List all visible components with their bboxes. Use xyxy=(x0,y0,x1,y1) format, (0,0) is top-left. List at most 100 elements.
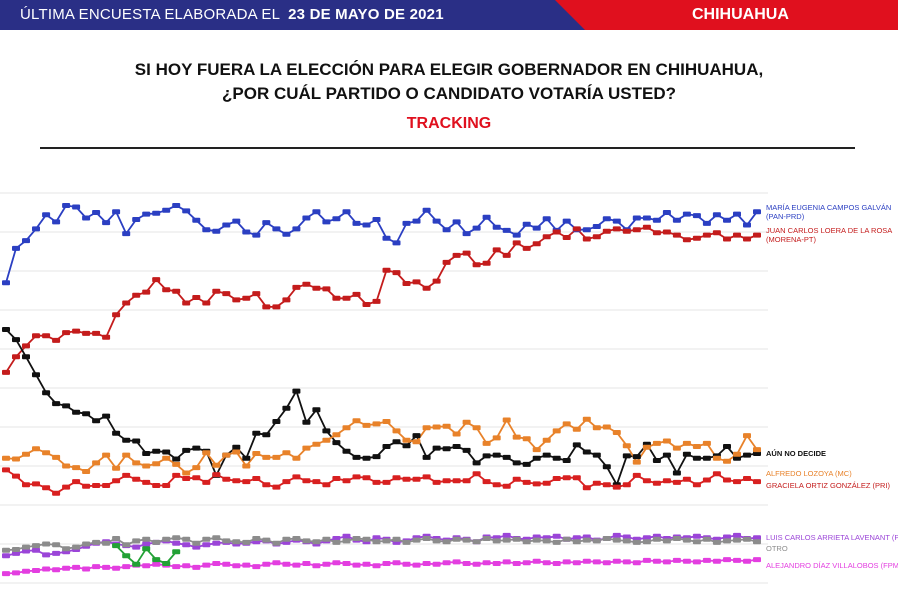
data-point xyxy=(482,260,491,266)
header-bands xyxy=(0,0,898,30)
data-point xyxy=(272,540,281,546)
data-point xyxy=(482,479,491,485)
data-point xyxy=(392,428,401,434)
data-point xyxy=(402,476,411,482)
data-point xyxy=(743,536,751,542)
data-point xyxy=(12,245,20,251)
data-point xyxy=(682,537,691,543)
data-point xyxy=(582,558,591,564)
data-point xyxy=(442,446,451,452)
survey-date: 23 DE MAYO DE 2021 xyxy=(288,6,444,23)
data-point xyxy=(162,449,171,455)
data-point xyxy=(182,470,191,476)
data-point xyxy=(282,479,291,485)
data-point xyxy=(92,564,101,570)
data-point xyxy=(552,539,561,545)
data-point xyxy=(92,483,101,488)
data-point xyxy=(502,454,511,460)
data-point xyxy=(192,465,201,471)
data-point xyxy=(572,442,581,448)
data-point xyxy=(632,560,641,566)
data-point xyxy=(292,474,301,480)
data-point xyxy=(152,483,161,488)
data-point xyxy=(112,543,121,549)
data-point xyxy=(352,474,361,480)
data-point xyxy=(252,564,261,570)
data-point xyxy=(682,440,691,446)
data-point xyxy=(202,562,211,568)
data-point xyxy=(172,564,181,570)
data-point xyxy=(382,235,391,241)
data-point xyxy=(142,479,151,485)
data-point xyxy=(682,558,691,564)
data-point xyxy=(122,437,131,443)
data-point xyxy=(592,538,601,544)
data-point xyxy=(723,534,731,540)
data-point xyxy=(592,452,601,458)
data-point xyxy=(522,479,531,485)
series-line-2 xyxy=(5,328,758,486)
data-point xyxy=(412,218,421,224)
data-point xyxy=(432,479,441,485)
data-point xyxy=(172,535,181,541)
header-bar: ÚLTIMA ENCUESTA ELABORADA EL 23 DE MAYO D… xyxy=(0,0,898,30)
data-point xyxy=(32,568,40,573)
data-point xyxy=(642,478,651,484)
series-line-0 xyxy=(5,204,758,283)
data-point xyxy=(112,312,121,318)
data-point xyxy=(32,481,40,487)
data-point xyxy=(292,226,301,232)
data-point xyxy=(702,220,711,226)
legend-label-line: LUIS CARLOS ARRIETA LAVENANT (PES) xyxy=(766,533,898,542)
data-point xyxy=(252,451,261,456)
data-point xyxy=(422,454,431,460)
data-point xyxy=(62,463,71,469)
data-point xyxy=(82,469,91,474)
data-point xyxy=(702,557,711,563)
data-point xyxy=(602,482,611,488)
data-point xyxy=(2,553,10,559)
data-point xyxy=(292,284,301,290)
data-point xyxy=(692,539,701,545)
data-point xyxy=(192,475,201,481)
data-point xyxy=(82,215,91,221)
data-point xyxy=(612,532,621,538)
data-point xyxy=(432,445,441,451)
data-point xyxy=(432,424,441,430)
chart-grid xyxy=(0,192,768,584)
data-point xyxy=(262,432,271,438)
data-point xyxy=(342,478,351,484)
data-point xyxy=(52,454,61,460)
data-point xyxy=(32,226,40,232)
data-point xyxy=(462,478,471,484)
data-point xyxy=(552,533,561,539)
data-point xyxy=(392,475,401,481)
data-point xyxy=(142,546,151,552)
data-point xyxy=(612,558,621,564)
data-point xyxy=(652,217,661,223)
data-point xyxy=(672,479,681,485)
data-point xyxy=(182,536,191,542)
data-point xyxy=(382,444,391,449)
data-point xyxy=(52,567,61,573)
data-point xyxy=(692,533,701,539)
data-point xyxy=(723,557,731,563)
data-point xyxy=(482,440,491,446)
data-point xyxy=(72,409,81,415)
data-point xyxy=(592,234,601,240)
data-point xyxy=(743,433,751,439)
data-point xyxy=(212,540,221,546)
data-point xyxy=(102,452,111,458)
data-point xyxy=(262,482,271,488)
data-point xyxy=(723,236,731,242)
data-point xyxy=(372,298,381,304)
data-point xyxy=(162,561,171,566)
data-point xyxy=(322,428,331,434)
data-point xyxy=(162,455,171,461)
data-point xyxy=(502,532,511,538)
data-point xyxy=(172,456,181,462)
data-point xyxy=(372,539,381,545)
data-point xyxy=(162,483,171,488)
data-point xyxy=(142,451,151,456)
data-point xyxy=(462,447,471,453)
